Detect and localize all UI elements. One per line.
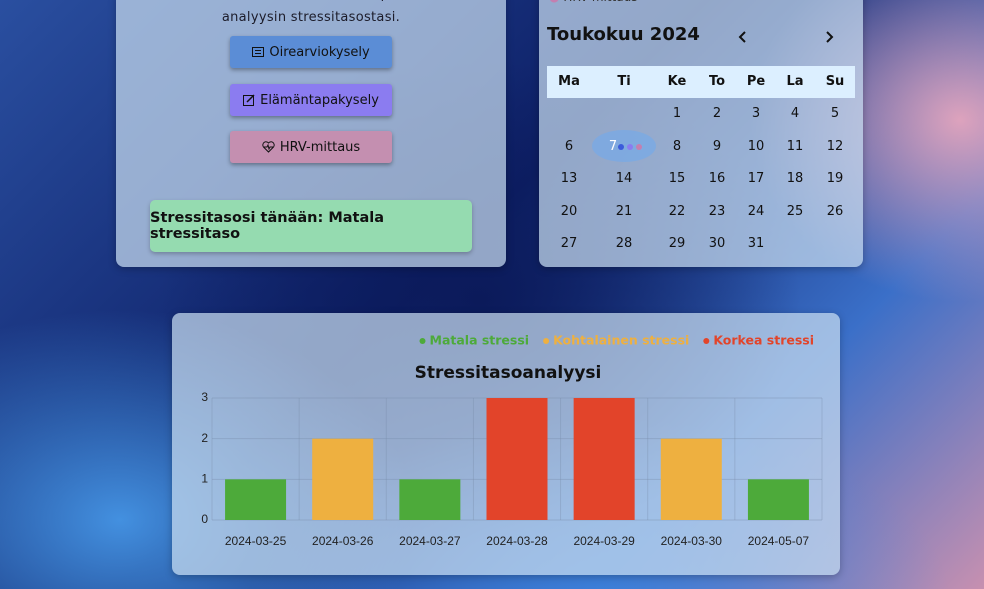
prev-month[interactable] [737,30,749,44]
x-tick-label: 2024-03-30 [661,534,723,548]
day[interactable]: 2 [712,106,722,121]
button-label: HRV-mittaus [279,139,361,155]
calendar-legend: ● HRV-mittaus [549,0,638,4]
bar [747,479,809,520]
day[interactable]: 18 [786,171,804,186]
day[interactable]: 28 [615,236,633,251]
x-tick-label: 2024-03-25 [225,534,287,548]
event-dot [627,143,633,150]
bar [660,438,722,520]
bar [225,479,287,520]
legend-label: Matala stressi [430,333,530,348]
button-label: Oirearviokysely [269,44,370,60]
day[interactable]: 10 [747,138,765,154]
calendar-panel: ● HRV-mittaus Toukokuu 2024 Ma Ti Ke To Pe La… [539,0,863,267]
day[interactable]: 27 [560,236,578,251]
chart: Stressitasoanalyysi Korkea stressi Kohtal… [201,333,823,548]
weekday: Ma [558,74,580,89]
legend-label: Korkea stressi [713,333,814,348]
legend-label: HRV-mittaus [563,0,637,4]
day[interactable]: 22 [668,203,686,219]
bar [312,438,374,520]
day[interactable]: 16 [708,171,726,186]
chart-title: Stressitasoanalyysi [415,363,602,383]
day[interactable]: 6 [564,138,574,154]
stress-status: Stressitasosi tänään: Matala stressitaso [150,200,472,252]
button-label: Elämäntapakysely [260,92,379,108]
weekday: Ti [617,74,631,89]
day[interactable]: 4 [790,106,800,121]
bar [486,398,548,520]
bar [399,479,461,520]
day[interactable]: 12 [826,138,844,154]
icon [243,94,255,106]
intro-text: mittauksen tulokset saadaksesi päivittäi… [116,0,506,2]
weekday: La [786,74,804,89]
y-tick-label: 1 [201,472,208,486]
day[interactable]: 3 [751,106,761,121]
bar [573,398,635,520]
y-tick-label: 2 [201,431,208,445]
day[interactable]: 17 [747,171,765,186]
day[interactable]: 8 [672,138,682,154]
intro-text: analyysin stressitasostasi. [221,10,401,25]
x-tick-label: 2024-03-26 [312,534,374,548]
event-dot [636,143,642,150]
y-tick-label: 3 [201,390,208,404]
lifestyle-button[interactable]: Elämäntapakysely [230,84,392,116]
hrv-button[interactable]: HRV-mittaus [230,131,392,163]
icon [262,141,275,153]
event-dot [618,143,624,150]
legend-label: Kohtalainen stressi [553,333,689,348]
weekday: To [708,74,726,89]
day[interactable]: 29 [668,236,686,251]
day[interactable]: 21 [615,203,633,219]
x-tick-label: 2024-05-07 [748,534,810,548]
day[interactable]: 13 [560,171,578,186]
day[interactable]: 31 [747,236,765,251]
icon [252,47,265,57]
legend-marker [419,338,426,344]
y-tick-label: 0 [201,512,208,526]
next-month[interactable] [823,30,835,44]
weekday: Ke [667,74,687,89]
x-tick-label: 2024-03-28 [486,534,548,548]
weekday: Su [825,74,845,89]
day[interactable]: 1 [672,106,682,121]
day[interactable]: 5 [830,106,840,121]
calendar-title: Toukokuu 2024 [547,24,700,45]
day[interactable]: 20 [560,203,578,219]
day[interactable]: 26 [826,203,844,219]
x-tick-label: 2024-03-29 [573,534,635,548]
day[interactable]: 9 [712,138,722,154]
chart-panel: Stressitasoanalyysi Korkea stressi Kohtal… [172,313,840,575]
day[interactable]: 23 [708,203,726,219]
day[interactable]: 24 [747,203,765,219]
legend-marker [543,338,550,344]
weekday-header [547,66,855,98]
day[interactable]: 25 [786,203,804,219]
day[interactable]: 14 [615,171,633,186]
day[interactable]: 19 [826,171,844,186]
survey-button[interactable]: Oirearviokysely [230,36,392,68]
day[interactable]: 7 [608,138,618,154]
day[interactable]: 11 [786,138,804,154]
x-tick-label: 2024-03-27 [399,534,461,548]
legend-marker [703,338,710,344]
day[interactable]: 30 [708,236,726,251]
day[interactable]: 15 [668,171,686,186]
weekday: Pe [746,74,766,89]
selected-day [592,129,656,162]
measure-panel: mittauksen tulokset saadaksesi päivittäi… [116,0,506,267]
